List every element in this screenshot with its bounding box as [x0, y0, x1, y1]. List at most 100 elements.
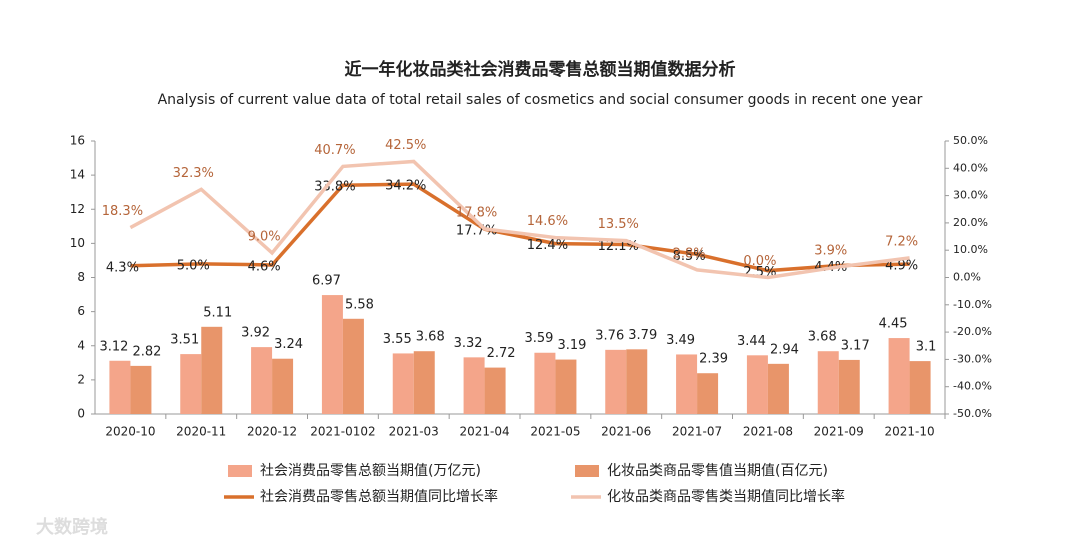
y2-tick-label: 10.0% [953, 243, 988, 256]
y2-tick-label: -10.0% [953, 298, 992, 311]
line-value-label: 3.9% [814, 243, 847, 258]
line-value-label: 5.0% [177, 258, 210, 273]
bar-value-label: 3.1 [916, 340, 937, 355]
y-tick-label: 0 [77, 407, 85, 421]
x-tick-label: 2020-12 [247, 425, 297, 439]
line-value-label: 32.3% [173, 166, 214, 181]
y2-tick-label: -20.0% [953, 325, 992, 338]
bar [484, 367, 506, 414]
bar-value-label: 2.39 [699, 352, 728, 367]
line-value-label: 9.0% [248, 229, 281, 244]
y2-tick-label: 50.0% [953, 134, 988, 147]
y2-tick-label: 40.0% [953, 161, 988, 174]
bar [838, 359, 860, 414]
bar-value-label: 3.55 [383, 332, 412, 347]
bar-value-label: 3.12 [99, 339, 128, 354]
y-tick-label: 4 [77, 338, 85, 352]
line-value-label: 4.6% [248, 259, 281, 274]
x-tick-label: 2021-10 [885, 425, 935, 439]
chart-subtitle: Analysis of current value data of total … [158, 92, 923, 108]
y2-tick-label: -30.0% [953, 352, 992, 365]
legend-label: 化妆品类商品零售类当期值同比增长率 [607, 488, 845, 505]
bar [746, 355, 768, 414]
y-tick-label: 14 [70, 168, 85, 182]
legend-label: 社会消费品零售总额当期值同比增长率 [260, 488, 498, 505]
y-tick-label: 6 [77, 304, 85, 318]
bar-value-label: 3.51 [170, 333, 199, 348]
line [130, 182, 910, 273]
bar [342, 318, 364, 414]
line-value-label: 4.3% [106, 260, 139, 275]
bar [534, 352, 556, 414]
bar-value-label: 3.68 [416, 330, 445, 345]
bar [555, 359, 577, 414]
legend-label: 化妆品类商品零售值当期值(百亿元) [607, 463, 828, 479]
bar [605, 349, 627, 414]
x-tick-label: 2021-09 [814, 425, 864, 439]
line-value-label: 13.5% [598, 217, 639, 232]
y2-tick-label: -40.0% [953, 380, 992, 393]
bar [321, 295, 343, 414]
y2-tick-label: 30.0% [953, 189, 988, 202]
bar-value-label: 3.44 [737, 334, 766, 349]
line-value-label: 14.6% [527, 214, 568, 229]
bar [272, 358, 294, 414]
bar-value-label: 3.76 [595, 328, 624, 343]
line-value-label: 40.7% [314, 143, 355, 158]
bar-value-label: 4.45 [879, 317, 908, 332]
x-tick-label: 2021-07 [672, 425, 722, 439]
y2-tick-label: 20.0% [953, 216, 988, 229]
bar [180, 354, 202, 414]
bar [413, 351, 435, 414]
bar-value-label: 3.24 [274, 337, 303, 352]
y2-tick-label: -50.0% [953, 407, 992, 420]
bar-value-label: 2.72 [487, 346, 516, 361]
bar [463, 357, 485, 414]
bar-value-label: 3.59 [524, 331, 553, 346]
line-value-label: 12.4% [527, 238, 568, 253]
x-tick-label: 2020-10 [105, 425, 155, 439]
bar-value-label: 3.79 [628, 328, 657, 343]
bar-value-label: 6.97 [312, 274, 341, 289]
bar-value-label: 2.94 [770, 342, 799, 357]
bar-value-label: 5.11 [203, 305, 232, 320]
line-value-label: 42.5% [385, 138, 426, 153]
bar [626, 349, 648, 414]
line-value-label: 8.5% [673, 249, 706, 264]
bar [909, 361, 931, 414]
bar-value-label: 2.82 [132, 344, 161, 359]
bar [392, 353, 414, 414]
x-tick-label: 2021-03 [389, 425, 439, 439]
line [129, 159, 910, 280]
bar [109, 360, 131, 414]
legend-swatch [228, 465, 252, 477]
y-tick-label: 10 [70, 236, 85, 250]
y-tick-label: 12 [70, 202, 85, 216]
line-value-label: 17.8% [456, 205, 497, 220]
watermark: 大数跨境 [36, 516, 108, 538]
bar-value-label: 3.19 [557, 338, 586, 353]
line-value-label: 7.2% [885, 234, 918, 249]
y-tick-label: 2 [77, 372, 85, 386]
bar-value-label: 3.68 [808, 330, 837, 345]
bar [888, 338, 910, 414]
line-value-label: 34.2% [385, 179, 426, 194]
x-tick-label: 2021-0102 [310, 425, 375, 439]
bar [201, 326, 223, 414]
bar-value-label: 5.58 [345, 297, 374, 312]
bar [817, 351, 839, 414]
line-value-label: 17.7% [456, 224, 497, 239]
bar [130, 365, 152, 414]
y-tick-label: 16 [70, 134, 85, 148]
line-value-label: 0.0% [743, 254, 776, 269]
y2-tick-label: 0.0% [953, 271, 981, 284]
x-tick-label: 2021-05 [530, 425, 580, 439]
line-value-label: 18.3% [102, 204, 143, 219]
bar [676, 354, 698, 414]
x-tick-label: 2021-04 [460, 425, 510, 439]
y-tick-label: 8 [77, 270, 85, 284]
bar [697, 373, 719, 414]
line-value-label: 4.9% [885, 259, 918, 274]
